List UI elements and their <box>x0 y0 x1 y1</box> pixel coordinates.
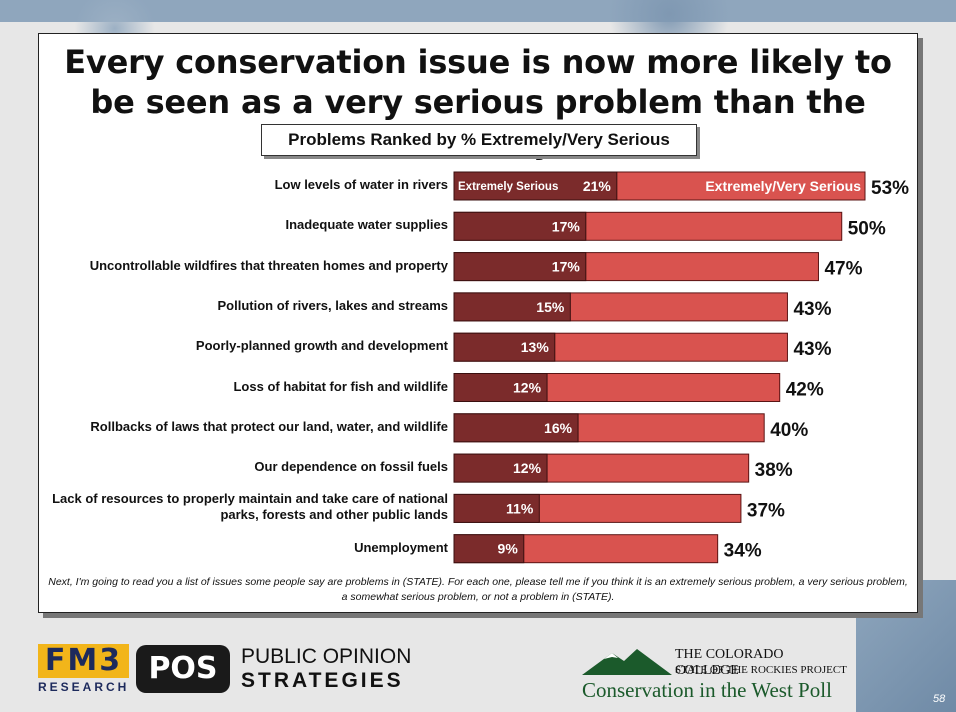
mountain-icon <box>582 649 672 675</box>
slide-card: Every conservation issue is now more lik… <box>38 33 918 613</box>
outer-value-label: 37% <box>747 500 785 521</box>
cc-logo-line2: STATE OF THE ROCKIES PROJECT <box>675 664 847 676</box>
series-label-extremely-very-serious: Extremely/Very Serious <box>705 178 861 194</box>
bar-extremely-serious <box>453 373 548 402</box>
category-label: Uncontrollable wildfires that threaten h… <box>89 257 448 273</box>
inner-value-label: 21% <box>583 178 612 194</box>
outer-value-label: 42% <box>786 380 824 401</box>
inner-value-label: 17% <box>552 259 581 275</box>
bar-extremely-serious <box>453 453 548 483</box>
bar-extremely-serious <box>453 292 571 322</box>
pos-logo-text: PUBLIC OPINION STRATEGIES <box>241 645 411 693</box>
outer-value-label: 47% <box>824 259 862 280</box>
pos-logo-line2: STRATEGIES <box>241 669 404 692</box>
category-label: Our dependence on fossil fuels <box>254 459 448 475</box>
category-label: Poorly-planned growth and development <box>195 338 448 354</box>
bar-extremely-serious <box>453 534 525 564</box>
pos-logo-mark: POS <box>136 645 230 693</box>
inner-value-label: 16% <box>544 420 573 436</box>
outer-value-label: 53% <box>871 178 909 199</box>
inner-value-label: 17% <box>552 218 581 234</box>
inner-value-label: 12% <box>513 460 542 476</box>
fm3-logo-subtitle: RESEARCH <box>38 680 130 694</box>
inner-value-label: 13% <box>521 339 550 355</box>
bar-extremely-serious <box>453 211 587 241</box>
bar-extremely-serious <box>453 171 618 201</box>
category-label: Unemployment <box>354 539 448 555</box>
category-label: Lack of resources to properly maintain a… <box>52 491 448 523</box>
bar-extremely-serious <box>453 252 587 282</box>
category-label: Inadequate water supplies <box>285 217 448 233</box>
series-label-extremely-serious: Extremely Serious <box>458 181 558 193</box>
outer-value-label: 40% <box>770 420 808 441</box>
bar-extremely-serious <box>453 332 556 362</box>
inner-value-label: 9% <box>498 541 519 557</box>
fm3-logo-mark: FM3 <box>38 644 129 678</box>
category-label: Loss of habitat for fish and wildlife <box>233 378 448 394</box>
page-number: 58 <box>933 693 946 705</box>
pos-logo-line1: PUBLIC OPINION <box>241 645 412 668</box>
outer-value-label: 38% <box>755 460 793 481</box>
bar-extremely-serious <box>453 413 579 443</box>
survey-footnote: Next, I'm going to read you a list of is… <box>48 576 908 603</box>
inner-value-label: 15% <box>536 299 565 315</box>
fm3-logo: FM3 RESEARCH <box>38 644 129 696</box>
bar-chart: 21% 53% Extremely Serious Extremely/Very Se… <box>453 171 909 564</box>
outer-value-label: 43% <box>793 339 831 360</box>
cc-logo-line1: THE COLORADO COLLEGE <box>675 647 784 678</box>
category-label: Pollution of rivers, lakes and streams <box>217 297 448 313</box>
category-label: Rollbacks of laws that protect our land,… <box>90 418 448 434</box>
bar-extremely-serious <box>453 493 540 523</box>
cc-logo-line3: Conservation in the West Poll <box>582 678 832 702</box>
outer-value-label: 50% <box>848 218 886 239</box>
inner-value-label: 11% <box>506 500 534 516</box>
inner-value-label: 12% <box>513 380 542 396</box>
outer-value-label: 43% <box>793 299 831 320</box>
category-label: Low levels of water in rivers <box>274 177 448 192</box>
outer-value-label: 34% <box>724 541 762 562</box>
colorado-college-logo: THE COLORADO COLLEGE STATE OF THE ROCKIE… <box>580 645 850 703</box>
chart-subtitle: Problems Ranked by % Extremely/Very Seri… <box>261 124 697 156</box>
